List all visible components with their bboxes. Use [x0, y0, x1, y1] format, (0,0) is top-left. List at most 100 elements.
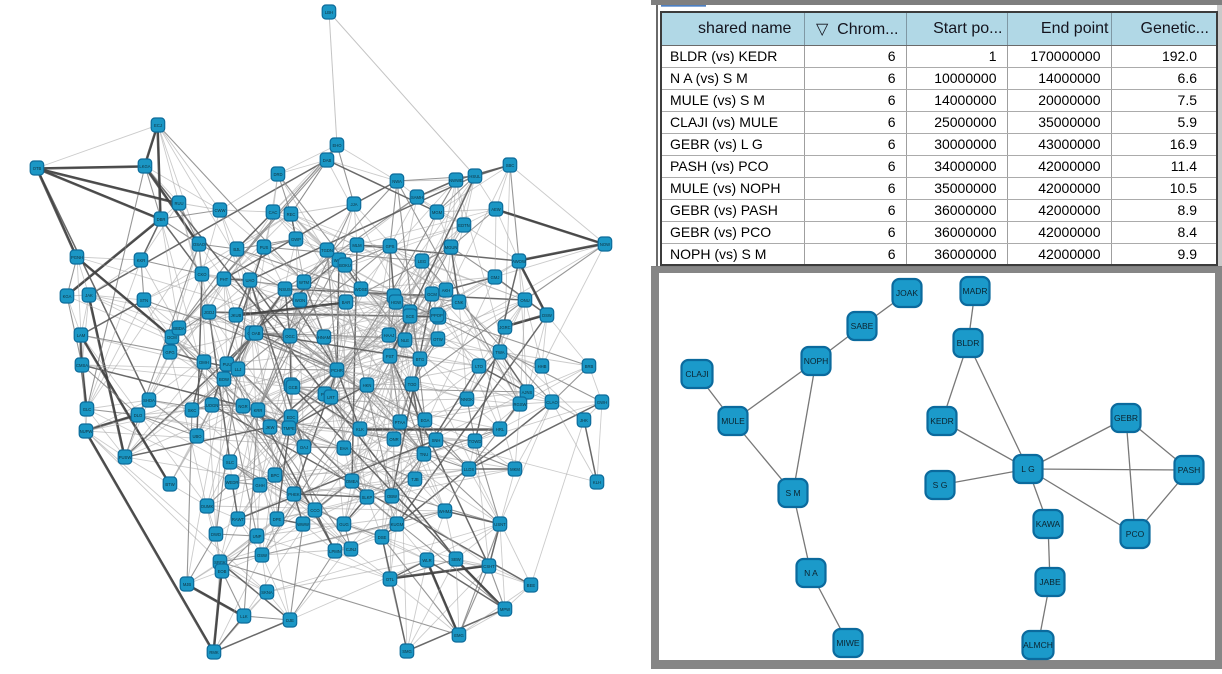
svg-text:EHA: EHA	[340, 446, 349, 451]
svg-text:PGNH: PGNH	[71, 255, 83, 260]
svg-text:PUS: PUS	[260, 245, 269, 250]
svg-text:REC: REC	[287, 212, 296, 217]
svg-text:CWW: CWW	[215, 208, 226, 213]
svg-text:CAC: CAC	[269, 210, 278, 215]
svg-text:NLE: NLE	[401, 338, 409, 343]
svg-text:KKR: KKR	[137, 258, 146, 263]
svg-text:GPS: GPS	[386, 244, 395, 249]
svg-text:EGA: EGA	[421, 418, 430, 423]
svg-text:SHDA: SHDA	[143, 398, 155, 403]
svg-text:EOB: EOB	[218, 569, 227, 574]
svg-text:MLM: MLM	[352, 243, 362, 248]
svg-text:AJNS: AJNS	[522, 390, 533, 395]
svg-text:GEBR: GEBR	[1114, 413, 1138, 423]
svg-text:NNGK: NNGK	[461, 397, 473, 402]
svg-text:BAR: BAR	[342, 300, 351, 305]
svg-text:MGM: MGM	[432, 210, 443, 215]
svg-text:DAB: DAB	[323, 158, 332, 163]
svg-text:PCHR: PCHR	[331, 368, 343, 373]
svg-text:SCE: SCE	[406, 314, 415, 319]
svg-text:NWA: NWA	[392, 179, 402, 184]
svg-text:CCO: CCO	[310, 508, 320, 513]
svg-text:N A: N A	[804, 568, 818, 578]
svg-text:MULE: MULE	[721, 416, 745, 426]
svg-text:LPMN: LPMN	[329, 549, 341, 554]
svg-text:CKO: CKO	[197, 272, 207, 277]
svg-text:DWD: DWD	[211, 532, 221, 537]
svg-text:TOWD: TOWD	[469, 439, 482, 444]
svg-text:L G: L G	[1021, 464, 1034, 474]
svg-text:PTAA: PTAA	[395, 420, 406, 425]
svg-text:GWP: GWP	[291, 237, 301, 242]
svg-text:KLK: KLK	[356, 427, 364, 432]
svg-text:BJL: BJL	[233, 247, 241, 252]
svg-text:LEG: LEG	[418, 259, 426, 264]
svg-text:HNAM: HNAM	[318, 335, 331, 340]
svg-text:AWOW: AWOW	[512, 259, 526, 264]
svg-text:KGA: KGA	[63, 294, 72, 299]
svg-text:GHH: GHH	[255, 483, 264, 488]
svg-text:GPG: GPG	[165, 350, 174, 355]
svg-text:OGC: OGC	[285, 334, 295, 339]
svg-text:LKGA: LKGA	[139, 164, 150, 169]
svg-text:MPW: MPW	[500, 607, 510, 612]
svg-text:EDTN: EDTN	[458, 223, 469, 228]
svg-text:JAK: JAK	[85, 293, 93, 298]
svg-text:SNH: SNH	[432, 438, 441, 443]
svg-text:OTL: OTL	[386, 577, 395, 582]
svg-text:RGSW: RGSW	[513, 402, 526, 407]
svg-text:GMJ: GMJ	[491, 275, 500, 280]
svg-text:GWH: GWH	[597, 400, 607, 405]
svg-text:OSAO: OSAO	[193, 242, 206, 247]
svg-text:OSW: OSW	[257, 553, 267, 558]
svg-text:BOW: BOW	[219, 377, 229, 382]
svg-text:OBW: OBW	[387, 494, 397, 499]
svg-text:TNU: TNU	[420, 452, 429, 457]
svg-text:MKM: MKM	[510, 467, 520, 472]
svg-text:USNT: USNT	[494, 522, 506, 527]
svg-text:OAB: OAB	[252, 331, 261, 336]
svg-text:SBGK: SBGK	[214, 560, 226, 565]
svg-text:RMK: RMK	[209, 650, 219, 655]
svg-text:HKN: HKN	[363, 383, 372, 388]
svg-text:KAWA: KAWA	[1036, 519, 1061, 529]
svg-text:WTM: WTM	[299, 280, 310, 285]
svg-text:CNK: CNK	[455, 300, 464, 305]
svg-text:OTW: OTW	[433, 337, 443, 342]
svg-text:WON: WON	[295, 298, 305, 303]
svg-text:KRR: KRR	[254, 408, 263, 413]
svg-text:S G: S G	[933, 480, 948, 490]
svg-text:JHK: JHK	[580, 418, 588, 423]
svg-text:BPC: BPC	[271, 473, 280, 478]
svg-text:BEE: BEE	[527, 583, 536, 588]
svg-text:EHO: EHO	[332, 143, 342, 148]
svg-text:JGRC: JGRC	[499, 325, 510, 330]
svg-text:MGUN: MGUN	[445, 245, 458, 250]
svg-text:PHT: PHT	[220, 277, 229, 282]
svg-text:LLJ: LLJ	[235, 367, 242, 372]
svg-text:BTW: BTW	[165, 482, 174, 487]
svg-text:HSUL: HSUL	[469, 174, 481, 179]
svg-text:BBDA: BBDA	[173, 326, 185, 331]
svg-text:LAM: LAM	[77, 333, 86, 338]
svg-text:OTB: OTB	[33, 166, 42, 171]
svg-text:HGW: HGW	[391, 300, 401, 305]
svg-text:HRL: HRL	[496, 427, 505, 432]
svg-text:MJB: MJB	[183, 582, 192, 587]
svg-text:DPE: DPE	[273, 517, 282, 522]
svg-text:EMG: EMG	[454, 633, 464, 638]
svg-text:RUU: RUU	[174, 201, 183, 206]
svg-text:JOAK: JOAK	[896, 288, 919, 298]
svg-text:CLAO: CLAO	[546, 400, 558, 405]
svg-text:NSUS: NSUS	[279, 287, 291, 292]
svg-text:WEDR: WEDR	[226, 480, 239, 485]
svg-text:ONR: ONR	[389, 437, 398, 442]
svg-text:KEDR: KEDR	[930, 416, 954, 426]
svg-text:DSW: DSW	[542, 313, 552, 318]
svg-text:WLR: WLR	[422, 558, 431, 563]
svg-text:SKNA: SKNA	[261, 590, 273, 595]
svg-text:PPOP: PPOP	[431, 313, 443, 318]
svg-text:LRT: LRT	[327, 395, 335, 400]
svg-text:OMEA: OMEA	[346, 479, 359, 484]
svg-text:GCM: GCM	[427, 292, 437, 297]
